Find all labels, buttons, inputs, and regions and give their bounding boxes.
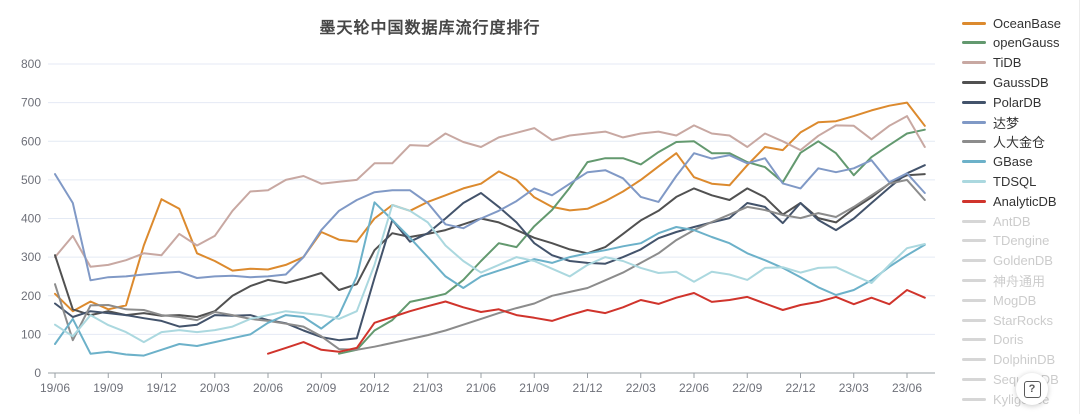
x-axis-label: 21/03 (413, 381, 443, 395)
legend-line-swatch (962, 278, 986, 282)
legend-line-swatch (962, 179, 986, 183)
y-axis-label: 400 (21, 212, 41, 226)
legend-label: 人大金仓 (993, 135, 1046, 151)
legend-line-swatch (962, 239, 986, 243)
series-line-TDSQL (54, 204, 926, 344)
legend-label: AntDB (993, 213, 1031, 229)
x-axis-label: 21/06 (466, 381, 496, 395)
legend-line-swatch (962, 358, 986, 362)
series-line-PolarDB (54, 164, 926, 342)
y-axis-label: 300 (21, 250, 41, 264)
legend-line-swatch (962, 21, 986, 25)
series-line-TiDB (54, 115, 926, 268)
legend-item-GaussDB[interactable]: GaussDB (962, 74, 1049, 90)
legend-label: TDSQL (993, 173, 1037, 189)
legend-label: GBase (993, 154, 1033, 170)
legend-line-swatch (962, 397, 986, 401)
legend-label: openGauss (993, 35, 1060, 51)
y-axis-label: 500 (21, 173, 41, 187)
legend-item-TiDB[interactable]: TiDB (962, 55, 1022, 71)
series-line-GaussDB (54, 173, 926, 318)
legend-item-OceanBase[interactable]: OceanBase (962, 15, 1061, 31)
chart-legend: OceanBase openGauss TiDB GaussDB PolarDB 达梦人大… (962, 0, 1080, 414)
legend-line-swatch (962, 338, 986, 342)
legend-label: GoldenDB (993, 253, 1053, 269)
x-axis-label: 19/12 (146, 381, 176, 395)
legend-item-神舟通用[interactable]: 神舟通用 (962, 273, 1046, 289)
legend-item-人大金仓[interactable]: 人大金仓 (962, 135, 1046, 151)
legend-label: Doris (993, 332, 1024, 348)
legend-label: TiDB (993, 55, 1022, 71)
legend-item-TDengine[interactable]: TDengine (962, 233, 1050, 249)
legend-item-MogDB[interactable]: MogDB (962, 292, 1037, 308)
legend-label: 达梦 (993, 115, 1020, 131)
legend-line-swatch (962, 298, 986, 302)
legend-line-swatch (962, 80, 986, 84)
y-axis-label: 800 (21, 57, 41, 71)
y-axis-label: 100 (21, 327, 41, 341)
x-axis-label: 22/03 (626, 381, 656, 395)
x-axis-label: 20/03 (200, 381, 230, 395)
series-line-人大金仓 (54, 178, 926, 351)
x-axis-label: 22/06 (679, 381, 709, 395)
question-mark-icon: ? (1023, 380, 1041, 398)
series-line-AnalyticDB (267, 289, 926, 355)
legend-line-swatch (962, 100, 986, 104)
x-axis-label: 20/09 (306, 381, 336, 395)
legend-label: AnalyticDB (993, 193, 1057, 209)
x-axis-label: 20/12 (359, 381, 389, 395)
legend-label: GaussDB (993, 74, 1049, 90)
legend-item-AnalyticDB[interactable]: AnalyticDB (962, 193, 1057, 209)
legend-item-GoldenDB[interactable]: GoldenDB (962, 253, 1053, 269)
legend-item-openGauss[interactable]: openGauss (962, 35, 1060, 51)
legend-line-swatch (962, 259, 986, 263)
x-axis-label: 22/12 (785, 381, 815, 395)
legend-item-达梦[interactable]: 达梦 (962, 115, 1020, 131)
legend-label: StarRocks (993, 312, 1053, 328)
y-axis-label: 0 (34, 366, 41, 380)
legend-line-swatch (962, 61, 986, 65)
legend-line-swatch (962, 219, 986, 223)
legend-line-swatch (962, 199, 986, 203)
legend-line-swatch (962, 140, 986, 144)
series-line-达梦 (54, 152, 926, 282)
series-line-OceanBase (54, 101, 926, 313)
legend-line-swatch (962, 318, 986, 322)
page-title: 墨天轮中国数据库流行度排行 (319, 20, 541, 37)
x-axis-label: 19/09 (93, 381, 123, 395)
y-axis-label: 200 (21, 289, 41, 303)
legend-label: OceanBase (993, 15, 1061, 31)
series-line-openGauss (338, 128, 926, 355)
x-axis-label: 21/12 (572, 381, 602, 395)
legend-item-GBase[interactable]: GBase (962, 154, 1033, 170)
legend-label: TDengine (993, 233, 1050, 249)
x-axis-label: 19/06 (40, 381, 70, 395)
x-axis-label: 21/09 (519, 381, 549, 395)
legend-label: MogDB (993, 292, 1037, 308)
legend-item-StarRocks[interactable]: StarRocks (962, 312, 1053, 328)
y-axis-label: 700 (21, 96, 41, 110)
x-axis-label: 23/03 (839, 381, 869, 395)
legend-item-DolphinDB[interactable]: DolphinDB (962, 352, 1056, 368)
legend-line-swatch (962, 377, 986, 381)
legend-line-swatch (962, 120, 986, 124)
legend-label: DolphinDB (993, 352, 1056, 368)
x-axis-label: 22/09 (732, 381, 762, 395)
legend-line-swatch (962, 160, 986, 164)
legend-item-PolarDB[interactable]: PolarDB (962, 94, 1042, 110)
legend-item-TDSQL[interactable]: TDSQL (962, 173, 1037, 189)
legend-item-AntDB[interactable]: AntDB (962, 213, 1031, 229)
legend-item-Doris[interactable]: Doris (962, 332, 1024, 348)
legend-line-swatch (962, 41, 986, 45)
y-axis-label: 600 (21, 134, 41, 148)
x-axis-label: 23/06 (892, 381, 922, 395)
legend-label: PolarDB (993, 94, 1042, 110)
help-button[interactable]: ? (1016, 373, 1048, 405)
x-axis-label: 20/06 (253, 381, 283, 395)
legend-label: 神舟通用 (993, 273, 1046, 289)
